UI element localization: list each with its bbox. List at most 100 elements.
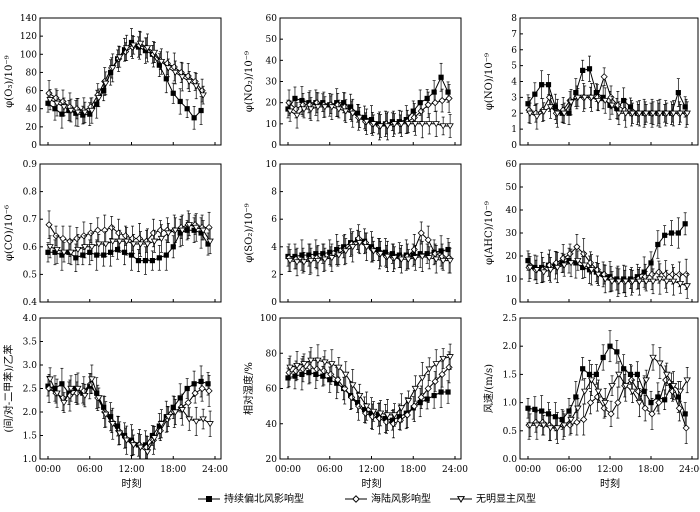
y-tick-label: 0.0 <box>503 455 518 465</box>
data-point <box>334 376 342 384</box>
data-point <box>675 230 681 236</box>
data-point <box>122 232 130 240</box>
data-point <box>156 226 164 234</box>
data-point <box>205 223 213 232</box>
data-point <box>594 271 603 278</box>
data-point <box>533 113 541 121</box>
data-point <box>622 110 630 117</box>
data-point <box>74 385 82 393</box>
data-point <box>608 383 616 390</box>
y-tick-label: 6 <box>271 215 277 225</box>
data-point <box>545 82 552 88</box>
data-point <box>676 280 685 288</box>
data-point <box>574 257 582 265</box>
data-point <box>526 422 534 429</box>
data-point <box>53 100 61 107</box>
data-point <box>206 421 214 428</box>
data-point <box>601 276 609 283</box>
data-point <box>546 104 555 111</box>
data-point <box>171 227 180 234</box>
data-point <box>439 355 447 363</box>
data-point <box>285 369 293 377</box>
y-tick-label: 40 <box>266 56 278 66</box>
data-point <box>567 260 575 267</box>
data-point <box>328 361 336 368</box>
y-tick-label: 3 <box>511 93 517 103</box>
series-3 <box>46 364 214 460</box>
panel-4: 0.4 0.5 0.6 0.7 0.8 0.9 φ(CO)/10⁻⁶ <box>4 160 222 308</box>
data-point <box>390 121 399 128</box>
data-point <box>355 240 364 247</box>
data-point <box>74 109 82 116</box>
data-point <box>328 104 336 111</box>
data-point <box>362 403 371 410</box>
plot-frame <box>519 317 699 460</box>
series-3 <box>46 213 214 266</box>
data-point <box>425 255 433 262</box>
data-point <box>129 442 138 449</box>
data-point <box>404 398 413 405</box>
data-point <box>397 256 406 263</box>
data-point <box>431 89 437 95</box>
x-tick-label: 24:00 <box>679 465 700 475</box>
x-tick-label: 18:00 <box>638 465 664 475</box>
data-point <box>198 384 206 393</box>
y-tick-label: 10 <box>266 160 278 170</box>
y-tick-label: 7 <box>511 30 517 40</box>
y-tick-label: 60 <box>266 14 278 24</box>
data-point <box>431 99 439 107</box>
data-point <box>580 366 586 372</box>
data-point <box>655 399 663 407</box>
y-axis-label: 风速/(m/s) <box>483 364 495 413</box>
data-point <box>573 243 581 251</box>
data-point <box>87 249 93 255</box>
data-point <box>580 67 586 73</box>
data-point <box>101 226 109 234</box>
data-point <box>335 252 343 259</box>
y-tick-label: 5 <box>511 62 517 72</box>
data-point <box>192 224 200 232</box>
data-point <box>411 385 420 393</box>
y-tick-label: 30 <box>266 78 278 88</box>
y-tick-label: 60 <box>506 160 518 170</box>
x-tick-label: 24:00 <box>442 465 468 475</box>
series-1 <box>285 228 451 271</box>
data-point <box>164 414 173 421</box>
data-point <box>321 359 329 366</box>
data-point <box>656 276 664 283</box>
y-tick-label: 20 <box>266 99 278 109</box>
series-3 <box>526 344 691 444</box>
data-point <box>390 412 399 419</box>
plot-frame <box>39 163 222 303</box>
data-point <box>601 97 609 105</box>
data-point <box>641 388 647 394</box>
data-point <box>418 121 427 128</box>
x-tick-label: 00:00 <box>515 465 541 475</box>
data-point <box>286 364 294 371</box>
data-point <box>593 393 601 401</box>
y-tick-label: 0 <box>511 141 517 151</box>
data-point <box>46 97 54 104</box>
data-point <box>683 377 691 384</box>
series-line <box>289 356 451 416</box>
data-point <box>362 244 371 251</box>
data-point <box>593 90 599 96</box>
series-line <box>288 232 450 262</box>
y-tick-label: 80 <box>266 349 278 359</box>
x-tick-label: 12:00 <box>119 465 145 475</box>
data-point <box>586 399 595 407</box>
data-point <box>546 425 555 432</box>
data-point <box>635 399 644 407</box>
data-point <box>682 270 690 278</box>
data-point <box>580 415 588 424</box>
data-point <box>417 229 425 237</box>
data-point <box>532 406 538 412</box>
series-3 <box>526 248 691 299</box>
data-point <box>199 227 207 234</box>
data-point <box>668 387 677 395</box>
data-point <box>683 110 691 117</box>
legend-marker <box>206 496 212 502</box>
data-point <box>424 384 432 393</box>
data-point <box>668 270 677 278</box>
data-point <box>546 267 555 274</box>
